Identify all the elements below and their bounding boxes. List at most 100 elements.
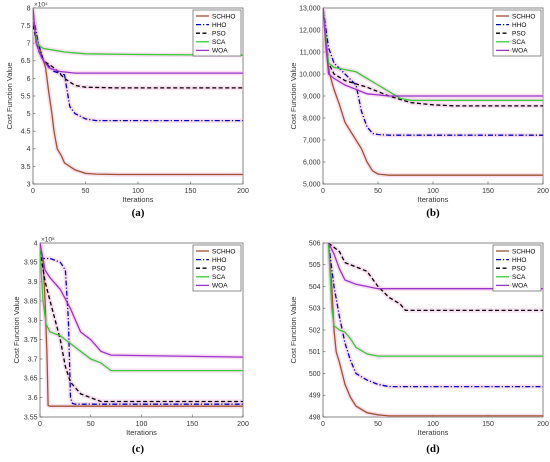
series-line-sca: [323, 8, 543, 102]
x-axis-label: Iterations: [123, 195, 154, 204]
series-line-hho: [40, 257, 243, 405]
y-tick-label: 5: [27, 111, 31, 118]
y-tick-label: 6,000: [303, 159, 321, 166]
x-tick-label: 50: [82, 188, 90, 195]
y-tick-label: 498: [309, 414, 321, 421]
series-line-schho: [323, 8, 543, 176]
series-line-pso: [40, 250, 243, 403]
y-tick-label: 4.5: [21, 129, 31, 136]
legend-label-sca: SCA: [512, 274, 526, 281]
y-tick-label: 3.65: [24, 376, 38, 383]
y-tick-label: 501: [309, 349, 321, 356]
series-line-woa: [327, 243, 543, 290]
x-axis-label: Iterations: [418, 195, 449, 204]
legend-label-hho: HHO: [512, 257, 526, 264]
y-tick-label: 5.5: [21, 93, 31, 100]
x-tick-label: 150: [482, 188, 494, 195]
panel-label: (a): [132, 207, 145, 219]
y-tick-label: 7: [27, 41, 31, 48]
y-tick-label: 8: [27, 5, 31, 12]
series-line-hho: [327, 243, 543, 388]
y-axis-label: Cost Function Value: [289, 297, 298, 364]
x-tick-label: 200: [537, 421, 549, 428]
y-tick-label: 502: [309, 327, 321, 334]
legend-label-schho: SCHHO: [512, 248, 535, 255]
x-tick-label: 150: [186, 421, 198, 428]
y-axis-label: Cost Function Value: [289, 63, 298, 130]
y-tick-label: 3.6: [28, 395, 38, 402]
legend-label-pso: PSO: [212, 31, 226, 38]
panel-label: (b): [426, 207, 440, 219]
legend-label-sca: SCA: [212, 39, 226, 46]
legend-label-schho: SCHHO: [212, 13, 235, 20]
series-line-pso: [323, 8, 543, 107]
x-tick-label: 50: [87, 421, 95, 428]
x-tick-label: 50: [374, 188, 382, 195]
panel-label: (c): [132, 443, 145, 455]
x-axis-label: Iterations: [126, 428, 157, 437]
series-line-sca: [40, 250, 243, 372]
y-tick-label: 6: [27, 76, 31, 83]
series-line-pso: [328, 243, 543, 312]
x-tick-label: 200: [237, 188, 249, 195]
x-tick-label: 200: [237, 421, 249, 428]
legend-label-sca: SCA: [512, 39, 526, 46]
y-tick-label: 3.75: [24, 337, 38, 344]
y-tick-label: 503: [309, 306, 321, 313]
x-tick-label: 0: [321, 188, 325, 195]
axis-exponent: ×10⁴: [34, 2, 48, 9]
panel-b: 0 50 100 150 200 5,000 6,000 7,000 8,000 9,000 10,…: [289, 5, 549, 219]
y-tick-label: 3.7: [28, 356, 38, 363]
series-line-hho: [33, 14, 243, 122]
x-tick-label: 100: [427, 421, 439, 428]
panel-d: 0 50 100 150 200 498 499 500 501 502 503 504 505 506 I…: [289, 240, 549, 455]
x-tick-label: 0: [321, 421, 325, 428]
y-tick-label: 5,000: [303, 181, 321, 188]
y-tick-label: 499: [309, 393, 321, 400]
y-tick-label: 12,000: [299, 27, 321, 34]
y-tick-label: 13,000: [299, 5, 321, 12]
x-tick-label: 100: [136, 421, 148, 428]
y-tick-label: 3.9: [28, 279, 38, 286]
y-tick-label: 10,000: [299, 71, 321, 78]
series-line-woa: [323, 8, 543, 97]
y-tick-label: 500: [309, 371, 321, 378]
y-tick-label: 3.85: [24, 298, 38, 305]
legend-box: [192, 9, 242, 57]
y-tick-label: 9,000: [303, 93, 321, 100]
legend-box: [492, 244, 542, 292]
legend-label-hho: HHO: [212, 22, 226, 29]
x-tick-label: 0: [31, 188, 35, 195]
x-tick-label: 0: [38, 421, 42, 428]
legend-label-pso: PSO: [512, 266, 526, 273]
x-axis-label: Iterations: [418, 428, 449, 437]
x-tick-label: 50: [374, 421, 382, 428]
legend-label-schho: SCHHO: [212, 248, 235, 255]
legend-label-pso: PSO: [512, 31, 526, 38]
series-line-hho: [323, 8, 543, 136]
x-tick-label: 100: [427, 188, 439, 195]
legend-label-hho: HHO: [212, 257, 226, 264]
legend-label-pso: PSO: [212, 266, 226, 273]
y-tick-label: 504: [309, 284, 321, 291]
legend-box: [192, 244, 242, 292]
y-tick-label: 3.5: [21, 164, 31, 171]
legend-label-woa: WOA: [212, 48, 228, 55]
y-tick-label: 3.95: [24, 260, 38, 267]
x-tick-label: 150: [185, 188, 197, 195]
y-tick-label: 7,000: [303, 137, 321, 144]
y-axis-label: Cost Function Value: [5, 63, 14, 130]
series-line-woa: [33, 8, 243, 74]
legend-label-schho: SCHHO: [512, 13, 535, 20]
legend-label-woa: WOA: [212, 283, 228, 290]
axis-exponent: ×10⁸: [41, 237, 55, 244]
panel-a: 0 50 100 150 200 3 3.5 4 4.5 5 5.5 6 6.5 7 7.5 8×10⁴ Ite…: [5, 2, 249, 220]
y-tick-label: 11,000: [300, 49, 321, 56]
legend-label-woa: WOA: [512, 48, 528, 55]
legend-label-sca: SCA: [212, 274, 226, 281]
y-tick-label: 4: [34, 240, 38, 247]
